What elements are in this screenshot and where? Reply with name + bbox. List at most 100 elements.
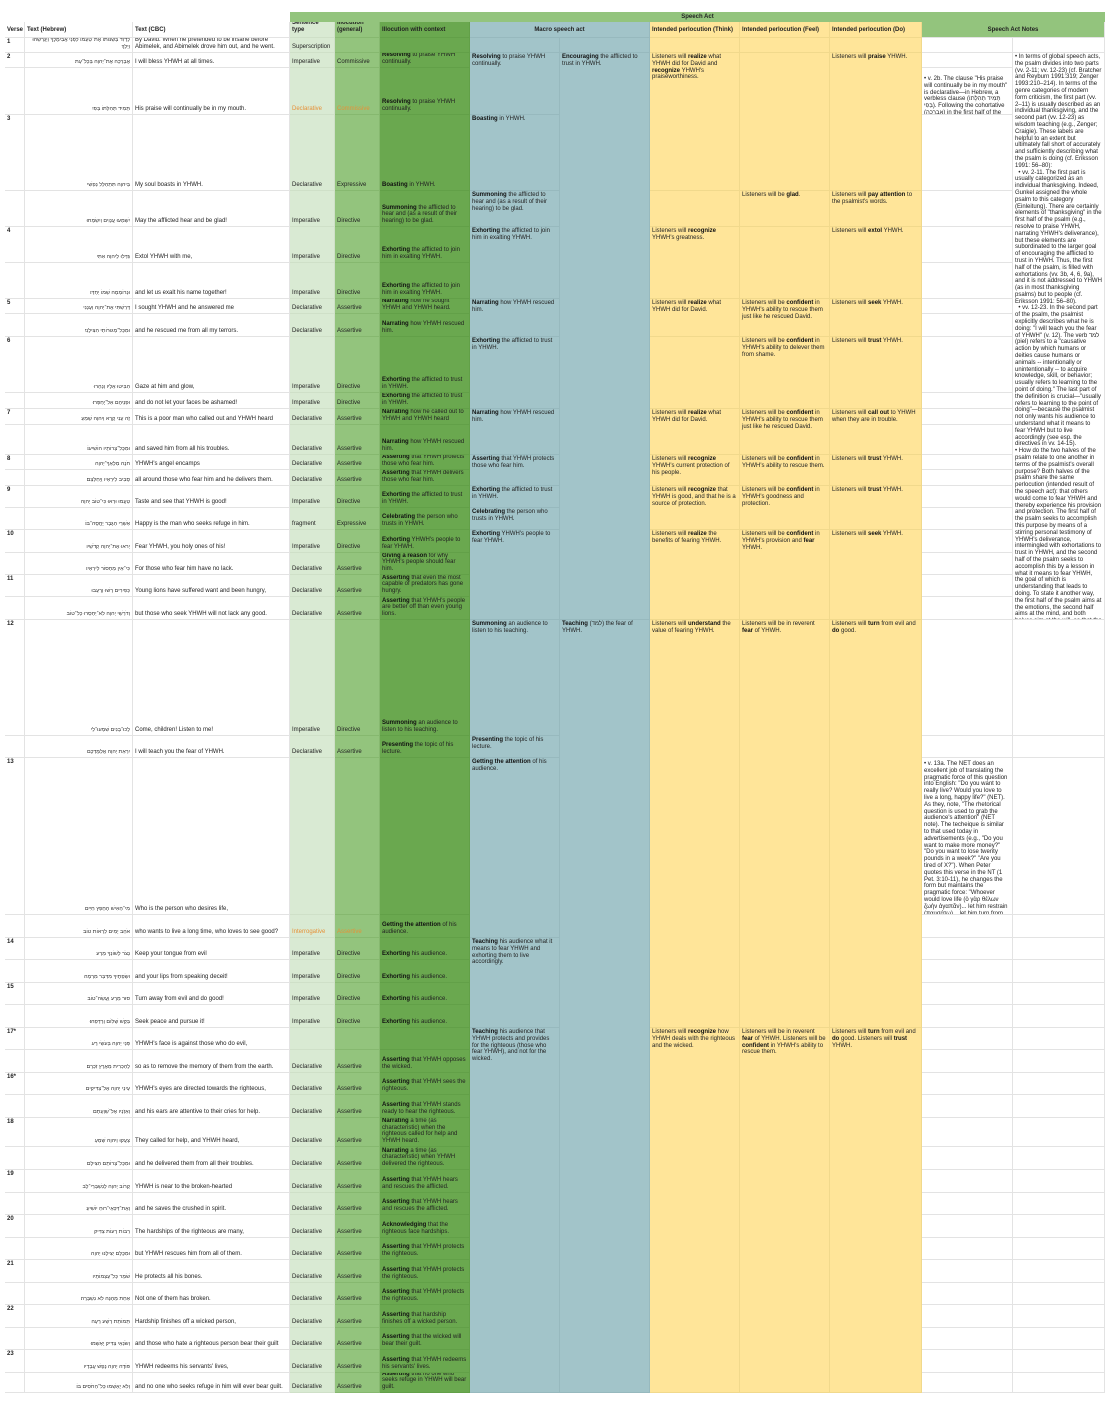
plain-text: that even the most capable of predators …	[382, 575, 464, 595]
emphasis-text: confident	[742, 1042, 769, 1049]
emphasis-text: Narrating	[382, 1118, 409, 1124]
illocution-context-cell: Narrating how YHWH rescued him.	[380, 314, 470, 337]
column-header-notes[interactable]: Speech Act Notes	[922, 22, 1105, 38]
column-header-label: Speech Act Notes	[987, 27, 1039, 34]
illocution-general-cell: Directive	[335, 337, 380, 393]
column-header-do[interactable]: Intended perlocution (Do)	[830, 22, 922, 38]
verse-number: 13	[7, 759, 14, 765]
sentence-type-cell: Imperative	[290, 227, 335, 263]
sentence-type: Declarative	[292, 446, 323, 453]
cbc-text-cell: Turn away from evil and do good!	[133, 983, 290, 1005]
illocution-general: Directive	[337, 951, 361, 958]
macro-speech-act-cell	[470, 38, 560, 53]
hebrew-text-cell: בַּיהוָה תִּתְהַלֵּל נַפְשִׁי	[25, 115, 133, 191]
macro-speech-act-cell: Exhorting the afflicted to trust in YHWH…	[470, 337, 560, 409]
sentence-type-cell: Declarative	[290, 575, 335, 597]
column-header-sentence-type[interactable]: Sentence type	[290, 22, 335, 38]
speech-act-note-cell	[922, 983, 1013, 1005]
verse-number: 8	[7, 456, 11, 462]
cbc-text-cell: My soul boasts in YHWH.	[133, 115, 290, 191]
illocution-general-cell: Directive	[335, 620, 380, 736]
column-header-feel[interactable]: Intended perlocution (Feel)	[740, 22, 830, 38]
emphasis-text: Encouraging	[562, 54, 599, 60]
hebrew-text: נְצֹר לְשׁוֹנְךָ מֵרָע	[96, 951, 130, 958]
sentence-type: Imperative	[292, 59, 321, 66]
column-header-cbc[interactable]: Text (CBC)	[133, 22, 290, 38]
verse-cell	[5, 191, 25, 227]
emphasis-text: Asserting	[382, 455, 410, 461]
cbc-text: Seek peace and pursue it!	[135, 1019, 205, 1026]
column-header-think[interactable]: Intended perlocution (Think)	[650, 22, 740, 38]
sentence-type-cell: Imperative	[290, 337, 335, 393]
cbc-text-cell: This is a poor man who called out and YH…	[133, 409, 290, 425]
column-header-macro[interactable]: Macro speech act	[470, 22, 650, 38]
cell-text: Exhorting his audience.	[382, 1019, 467, 1026]
plain-text: YHWH.	[882, 228, 904, 234]
plain-text: in YHWH's goodness and protection.	[742, 487, 820, 507]
column-header-hebrew[interactable]: Text (Hebrew)	[25, 22, 133, 38]
speech-act-note-cell: • v. 2b. The clause "His praise will con…	[922, 68, 1013, 115]
hebrew-text: לְכוּ־בָנִים שִׁמְעוּ־לִי	[90, 727, 130, 734]
column-header-label: Text (Hebrew)	[27, 27, 67, 34]
speech-act-note-cell	[922, 425, 1013, 455]
plain-text: Listeners will be in reverent	[742, 621, 815, 627]
hebrew-text-cell: אַחַת מֵהֵנָּה לֹא נִשְׁבָּרָה׃	[25, 1283, 133, 1305]
speech-act-group-header: Speech Act	[290, 12, 1105, 22]
cell-text: Boasting in YHWH.	[382, 182, 467, 189]
verse-cell	[5, 1050, 25, 1073]
hebrew-text-cell: אֹהֵב יָמִים לִרְאוֹת טוֹב׃	[25, 915, 133, 938]
hebrew-text-cell: טַעֲמוּ וּרְאוּ כִּי־טוֹב יְהוָה	[25, 486, 133, 508]
plain-text: that no one who seeks refuge in YHWH wil…	[382, 1373, 467, 1391]
sentence-type-cell: Declarative	[290, 1050, 335, 1073]
sentence-type: Imperative	[292, 290, 321, 297]
speech-act-note-cell	[922, 1305, 1013, 1328]
plain-text: YHWH's greatness.	[652, 234, 705, 241]
sentence-type: Imperative	[292, 727, 321, 734]
cell-text: Listeners will recognize how YHWH deals …	[652, 1029, 737, 1049]
hebrew-text-cell: צָעֲקוּ וַיהוָה שָׁמֵעַ	[25, 1118, 133, 1147]
verse-cell: 8	[5, 455, 25, 470]
illocution-context-cell: Asserting that YHWH stands ready to hear…	[380, 1095, 470, 1118]
plain-text: good.	[839, 627, 857, 634]
column-header-illocution-general[interactable]: Illocution (general)	[335, 22, 380, 38]
illocution-general-cell: Directive	[335, 393, 380, 409]
verse-cell	[5, 508, 25, 530]
column-header-label: Macro speech act	[534, 27, 585, 34]
hebrew-text-cell: אֲבָרְכָה אֶת־יְהוָה בְּכָל־עֵת	[25, 53, 133, 68]
cbc-text-cell: and he saves the crushed in spirit.	[133, 1193, 290, 1215]
plain-text: Listeners will	[652, 228, 689, 234]
cell-text: Exhorting the afflicted to join him in e…	[382, 247, 467, 261]
emphasis-text: confident	[786, 487, 814, 493]
cell-text: Narrating how he called out to YHWH and …	[382, 409, 467, 423]
cbc-text-cell: Extol YHWH with me,	[133, 227, 290, 263]
cbc-text-cell: and let us exalt his name together!	[133, 263, 290, 299]
illocution-context-cell	[380, 758, 470, 915]
plain-text: the afflicted to trust in YHWH.	[382, 377, 463, 391]
emphasis-text: realize	[688, 531, 707, 537]
hebrew-text: וּמִכָּל־מְגוּרוֹתַי הִצִּילָנִי׃	[84, 328, 130, 335]
column-header-verse[interactable]: Verse	[5, 22, 25, 38]
emphasis-text: recognize	[688, 228, 717, 234]
column-header-illocution-context[interactable]: Illocution with context	[380, 22, 470, 38]
plain-text: (למד) the fear of YHWH.	[562, 621, 633, 634]
perlocution-think-cell: Listeners will recognize that YHWH is go…	[650, 486, 740, 530]
plain-text: YHWH.	[881, 487, 903, 493]
emphasis-text: Narrating	[382, 321, 409, 328]
illocution-general-cell: Assertive	[335, 575, 380, 597]
sentence-type-cell: Imperative	[290, 530, 335, 553]
sentence-type-cell: Declarative	[290, 1373, 335, 1393]
plain-text: that YHWH protects those who fear him.	[472, 456, 555, 469]
illocution-general: Assertive	[337, 1064, 362, 1071]
illocution-general-cell: Assertive	[335, 1118, 380, 1147]
verse-cell	[5, 1005, 25, 1028]
hebrew-text-cell: תְּמוֹתֵת רָשָׁע רָעָה	[25, 1305, 133, 1328]
speech-act-note-cell	[922, 1193, 1013, 1215]
sentence-type: Declarative	[292, 1161, 323, 1168]
hebrew-text-cell: נְצֹר לְשׁוֹנְךָ מֵרָע	[25, 938, 133, 960]
emphasis-text: Giving a reason	[382, 553, 428, 559]
macro-speech-act-cell: Getting the attention of his audience.	[470, 758, 560, 938]
speech-act-note-cell	[922, 299, 1013, 314]
illocution-general: Assertive	[337, 416, 362, 423]
illocution-general: Assertive	[337, 1319, 362, 1326]
sentence-type: Declarative	[292, 328, 323, 335]
